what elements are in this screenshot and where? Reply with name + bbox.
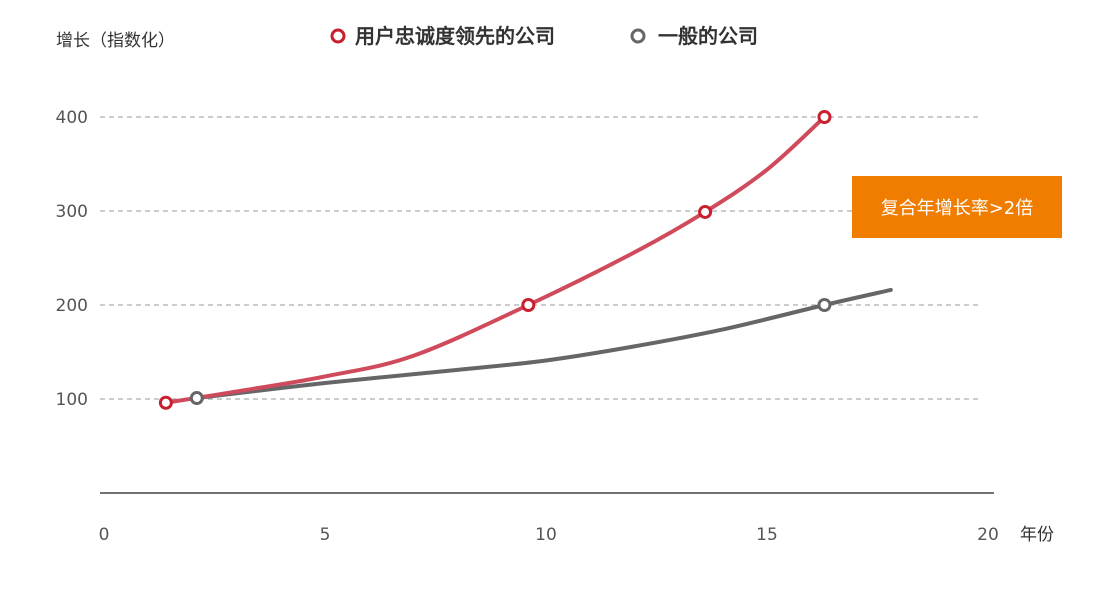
legend-label-average: 一般的公司 xyxy=(658,24,758,48)
x-tick-label: 15 xyxy=(756,525,778,545)
series-line-average xyxy=(194,287,893,401)
y-tick-label: 100 xyxy=(56,390,88,410)
x-tick-label: 20 xyxy=(977,525,999,545)
y-tick-labels: 100 200 300 400 xyxy=(56,108,88,410)
legend-marker-loyalty-leaders xyxy=(330,28,346,44)
data-point-loyalty-leaders xyxy=(817,110,832,124)
series-group xyxy=(158,110,893,410)
x-tick-label: 10 xyxy=(535,525,557,545)
cagr-callout: 复合年增长率>2倍 xyxy=(852,176,1062,238)
cagr-callout-text: 复合年增长率>2倍 xyxy=(881,198,1034,219)
gridlines xyxy=(100,116,980,400)
data-point-average xyxy=(817,298,832,312)
legend-label-loyalty-leaders: 用户忠诚度领先的公司 xyxy=(355,24,555,48)
x-axis-label: 年份 xyxy=(1020,525,1054,545)
y-tick-label: 300 xyxy=(56,202,88,222)
x-tick-label: 5 xyxy=(320,525,331,545)
y-tick-label: 400 xyxy=(56,108,88,128)
series-line-loyalty-leaders xyxy=(163,115,827,405)
data-point-loyalty-leaders xyxy=(158,395,173,410)
cagr-callout-box xyxy=(852,176,1062,238)
legend-marker-average xyxy=(630,28,646,44)
y-axis-label: 增长（指数化） xyxy=(56,31,175,51)
data-point-loyalty-leaders xyxy=(698,204,713,219)
y-tick-label: 200 xyxy=(56,296,88,316)
x-tick-label: 0 xyxy=(99,525,110,545)
data-point-loyalty-leaders xyxy=(521,298,536,312)
x-tick-labels: 0 5 10 15 20 xyxy=(99,525,999,545)
legend: 用户忠诚度领先的公司 一般的公司 xyxy=(330,24,758,48)
data-point-average xyxy=(189,391,204,406)
